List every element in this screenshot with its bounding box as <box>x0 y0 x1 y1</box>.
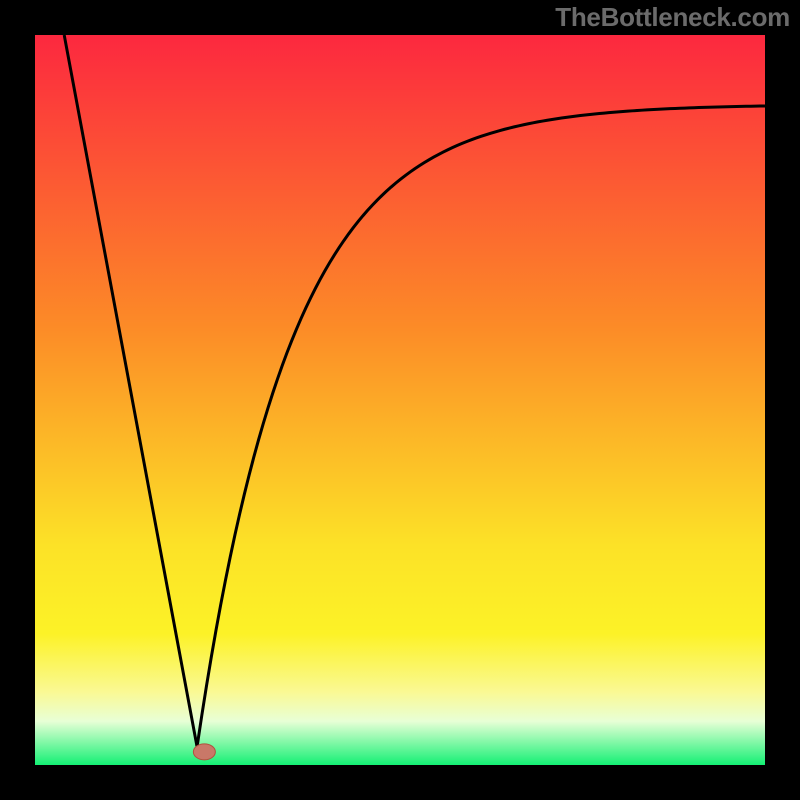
plot-area <box>35 35 765 765</box>
bottleneck-chart <box>0 0 800 800</box>
watermark-text: TheBottleneck.com <box>555 2 790 33</box>
optimal-point-marker <box>193 744 215 760</box>
